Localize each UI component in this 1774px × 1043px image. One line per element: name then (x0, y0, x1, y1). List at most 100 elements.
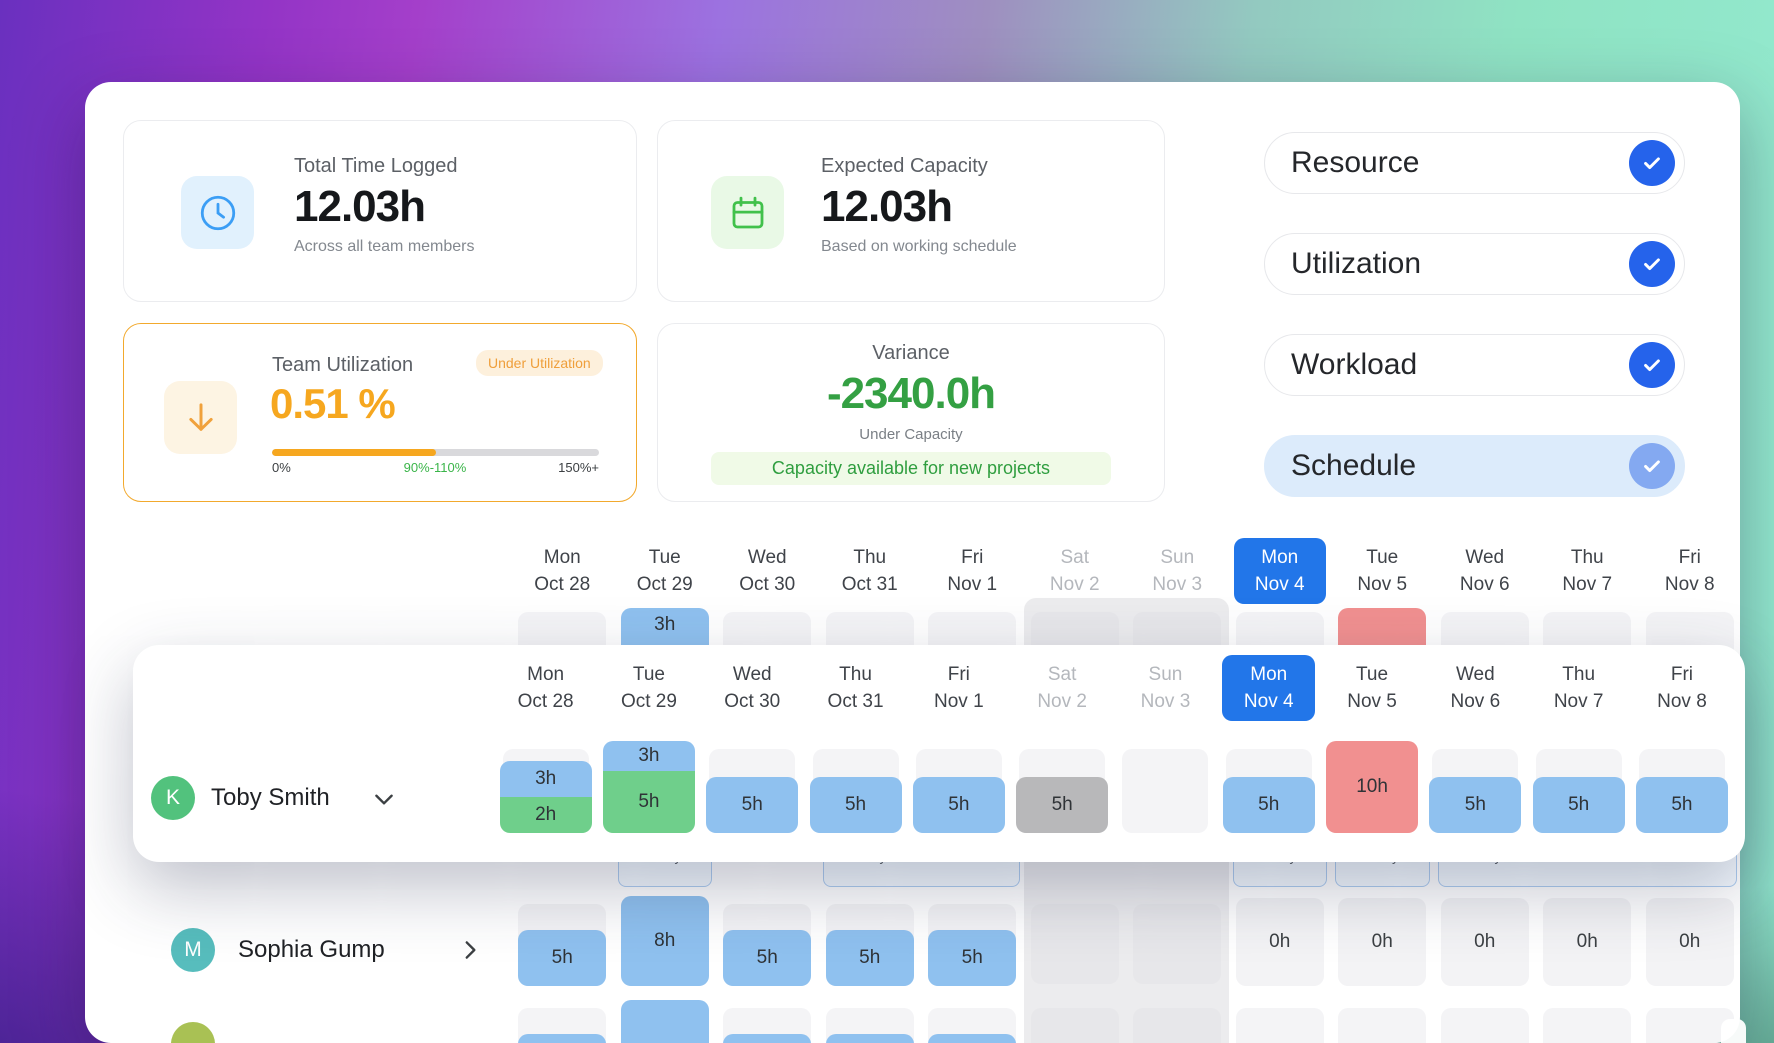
hours-cell[interactable]: 5h (912, 777, 1005, 833)
bg-day-header[interactable]: Wed Oct 30 (716, 544, 819, 598)
hours-cell[interactable]: 5h (1429, 777, 1522, 833)
stacked-hours-cell[interactable]: 3h 5h (602, 741, 695, 833)
hours-cell[interactable]: 5h (928, 930, 1017, 986)
hours-cell[interactable]: 0h (1338, 898, 1427, 986)
overlay-day-header[interactable]: Wed Nov 6 (1424, 661, 1527, 715)
nav-pill-resource[interactable]: Resource (1264, 132, 1685, 194)
hours-cell[interactable] (825, 1034, 914, 1043)
date-label: Nov 5 (1347, 691, 1397, 712)
bg-day-header[interactable]: Wed Nov 6 (1434, 544, 1537, 598)
hours-cell[interactable]: 5h (1635, 777, 1728, 833)
overlay-day-header-today[interactable]: Mon Nov 4 (1222, 655, 1316, 721)
empty-slot (1133, 1008, 1222, 1043)
bg-day-header[interactable]: Tue Oct 29 (614, 544, 717, 598)
day-label: Wed (747, 547, 787, 568)
hours-cell[interactable]: 0h (1645, 898, 1734, 986)
date-label: Nov 2 (1037, 691, 1087, 712)
day-label: Fri (961, 547, 984, 568)
variance-card: Variance -2340.0h Under Capacity Capacit… (657, 323, 1165, 502)
utilization-progress-bar (272, 449, 599, 456)
check-icon (1629, 342, 1675, 388)
hours-cell[interactable]: 5h (809, 777, 902, 833)
hours-cell[interactable]: 8h (620, 896, 709, 986)
day-label: Tue (632, 664, 665, 685)
nav-pill-utilization[interactable]: Utilization (1264, 233, 1685, 295)
arrow-down-icon (164, 381, 237, 454)
hours-cell[interactable]: 0h (1235, 898, 1324, 986)
hours-cell[interactable] (620, 1000, 709, 1043)
bg-day-header[interactable]: Sun Nov 3 (1126, 544, 1229, 598)
member-overlay-panel: Mon Oct 28 Tue Oct 29 Wed Oct 30 Thu Oct 31 Fri N… (133, 645, 1745, 862)
overlay-day-header[interactable]: Sun Nov 3 (1114, 661, 1217, 715)
bg-day-header[interactable]: Fri Nov 1 (921, 544, 1024, 598)
chevron-right-icon[interactable] (457, 937, 483, 968)
bg-day-header[interactable]: Fri Nov 8 (1639, 544, 1741, 598)
bg-day-header[interactable]: Sat Nov 2 (1024, 544, 1127, 598)
day-label: Sun (1160, 547, 1195, 568)
date-label: Nov 4 (1254, 574, 1305, 595)
hours-cell[interactable]: 10h (1326, 741, 1419, 833)
hours-cell[interactable]: 5h (1532, 777, 1625, 833)
overlay-day-header[interactable]: Sat Nov 2 (1011, 661, 1114, 715)
nav-pill-label: Schedule (1291, 449, 1417, 482)
calendar-icon (711, 176, 784, 249)
day-label: Sat (1047, 664, 1077, 685)
day-label: Fri (1670, 664, 1694, 685)
chevron-down-icon[interactable] (371, 786, 397, 817)
utilization-value: 0.51 % (270, 380, 396, 427)
date-label: Nov 8 (1657, 691, 1707, 712)
date-label: Nov 7 (1553, 691, 1604, 712)
day-label: Tue (1356, 664, 1389, 685)
day-label: Thu (853, 547, 887, 568)
date-label: Nov 6 (1459, 574, 1510, 595)
bg-day-header-today[interactable]: Mon Nov 4 (1233, 538, 1326, 604)
hours-cell[interactable]: 0h (1440, 898, 1529, 986)
hours-cell[interactable] (518, 1034, 607, 1043)
capacity-subtitle: Based on working schedule (821, 238, 1017, 255)
stacked-hours-cell[interactable]: 3h 2h (499, 761, 592, 833)
member-name[interactable]: Sophia Gump (238, 936, 385, 963)
overlay-day-header[interactable]: Thu Nov 7 (1527, 661, 1630, 715)
date-label: Oct 28 (517, 691, 574, 712)
bg-day-header[interactable]: Thu Oct 31 (819, 544, 922, 598)
hours-cell[interactable]: 5h (723, 930, 812, 986)
date-label: Oct 28 (534, 574, 591, 595)
scrollbar-thumb[interactable] (1721, 1019, 1746, 1043)
day-label: Mon (543, 547, 581, 568)
hours-cell[interactable]: 5h (518, 930, 607, 986)
overlay-day-header[interactable]: Fri Nov 8 (1630, 661, 1733, 715)
overlay-day-header[interactable]: Thu Oct 31 (804, 661, 907, 715)
bg-day-header[interactable]: Mon Oct 28 (511, 544, 614, 598)
hours-segment: 3h (499, 761, 592, 797)
nav-pill-workload[interactable]: Workload (1264, 334, 1685, 396)
utilization-progress-fill (272, 449, 436, 456)
overlay-day-header[interactable]: Fri Nov 1 (907, 661, 1010, 715)
schedule-table: Mon Oct 28 Tue Oct 29 Wed Oct 30 Thu Oct 31 Fri N… (85, 82, 1740, 1043)
variance-subtitle: Under Capacity (859, 426, 963, 443)
member-name[interactable]: Toby Smith (211, 784, 330, 811)
bg-day-header[interactable]: Tue Nov 5 (1331, 544, 1434, 598)
overlay-day-header[interactable]: Tue Nov 5 (1320, 661, 1423, 715)
hours-segment: 3h (602, 741, 695, 771)
hours-cell[interactable] (723, 1034, 812, 1043)
capacity-value: 12.03h (821, 182, 953, 231)
overlay-day-header[interactable]: Tue Oct 29 (597, 661, 700, 715)
hours-cell[interactable]: 0h (1543, 898, 1632, 986)
hours-cell[interactable] (928, 1034, 1017, 1043)
hours-segment: 5h (602, 771, 695, 833)
hours-segment: 2h (499, 797, 592, 833)
nav-pill-label: Utilization (1291, 247, 1422, 280)
nav-pill-schedule[interactable]: Schedule (1264, 435, 1685, 497)
day-label: Wed (1455, 664, 1495, 685)
overlay-day-header[interactable]: Wed Oct 30 (701, 661, 804, 715)
hours-cell[interactable]: 5h (1016, 777, 1109, 833)
overlay-day-header[interactable]: Mon Oct 28 (494, 661, 597, 715)
day-label: Mon (527, 664, 565, 685)
time-logged-subtitle: Across all team members (294, 238, 475, 255)
hours-cell[interactable]: 5h (825, 930, 914, 986)
bg-day-header[interactable]: Thu Nov 7 (1536, 544, 1639, 598)
variance-title: Variance (872, 342, 950, 364)
hours-cell[interactable]: 5h (706, 777, 799, 833)
hours-cell[interactable]: 5h (1222, 777, 1315, 833)
scale-mid-label: 90%-110% (403, 460, 467, 475)
